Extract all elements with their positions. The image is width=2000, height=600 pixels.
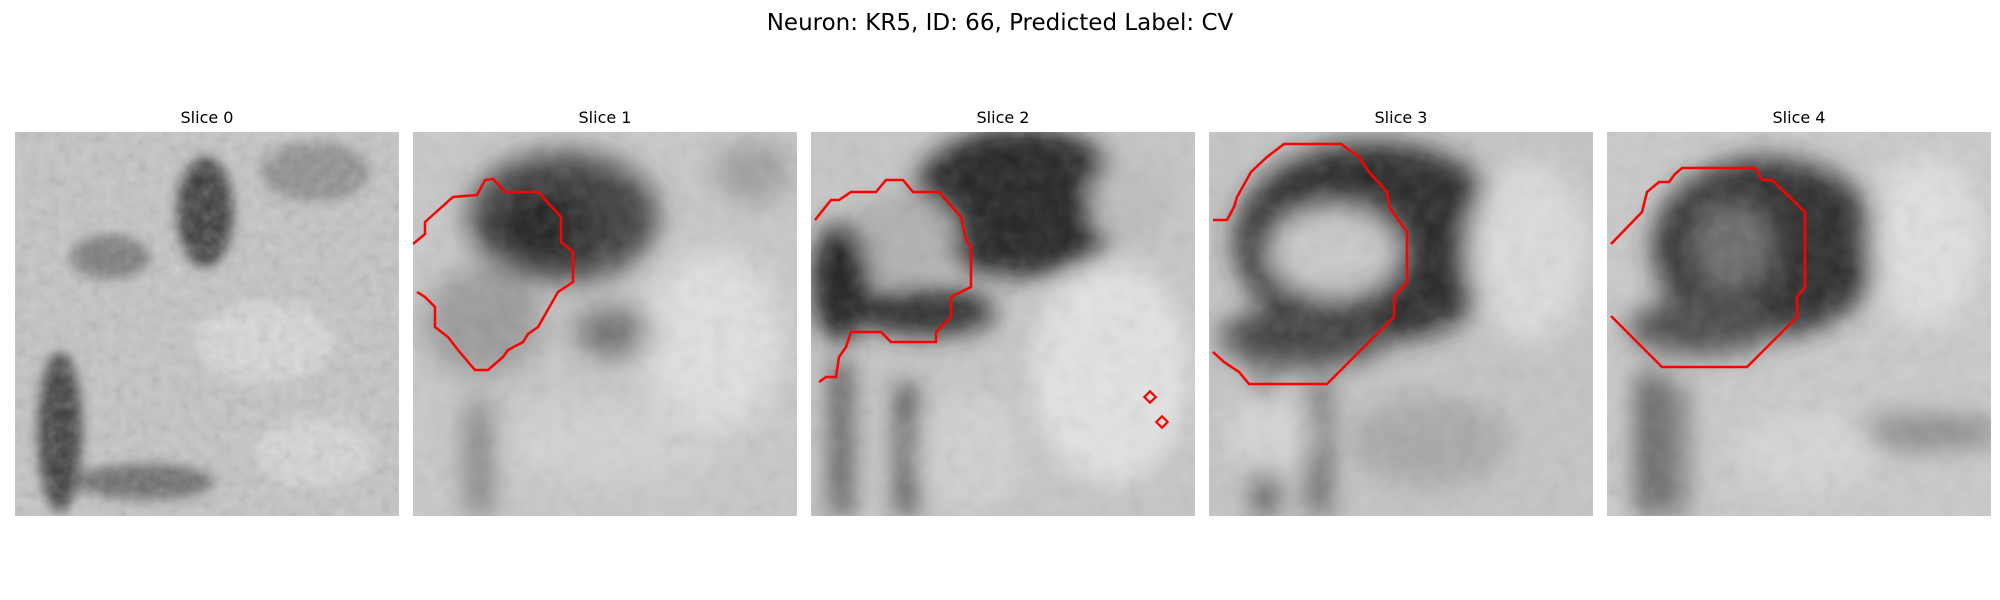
slice-title-0: Slice 0	[180, 108, 234, 127]
contour-marker-2	[1154, 414, 1170, 430]
slice-panel-4: Slice 4	[1607, 108, 1991, 516]
slice-image-3	[1209, 132, 1593, 516]
contour-marker-1	[1142, 389, 1158, 405]
slice-title-2: Slice 2	[976, 108, 1030, 127]
contour-slice-1	[413, 177, 575, 372]
slice-image-0	[15, 132, 399, 516]
slice-panel-2: Slice 2	[811, 108, 1195, 516]
slice-panel-0: Slice 0	[15, 108, 399, 516]
figure-title: Neuron: KR5, ID: 66, Predicted Label: CV	[766, 10, 1234, 36]
contour-slice-3	[1212, 142, 1409, 386]
contour-slice-2	[814, 178, 973, 384]
slice-image-4	[1607, 132, 1991, 516]
slice-title-3: Slice 3	[1374, 108, 1428, 127]
slice-image-2	[811, 132, 1195, 516]
slice-panel-1: Slice 1	[413, 108, 797, 516]
slice-title-1: Slice 1	[578, 108, 632, 127]
slice-panel-3: Slice 3	[1209, 108, 1593, 516]
contour-slice-4	[1610, 166, 1807, 369]
slice-title-4: Slice 4	[1772, 108, 1826, 127]
slice-image-1	[413, 132, 797, 516]
